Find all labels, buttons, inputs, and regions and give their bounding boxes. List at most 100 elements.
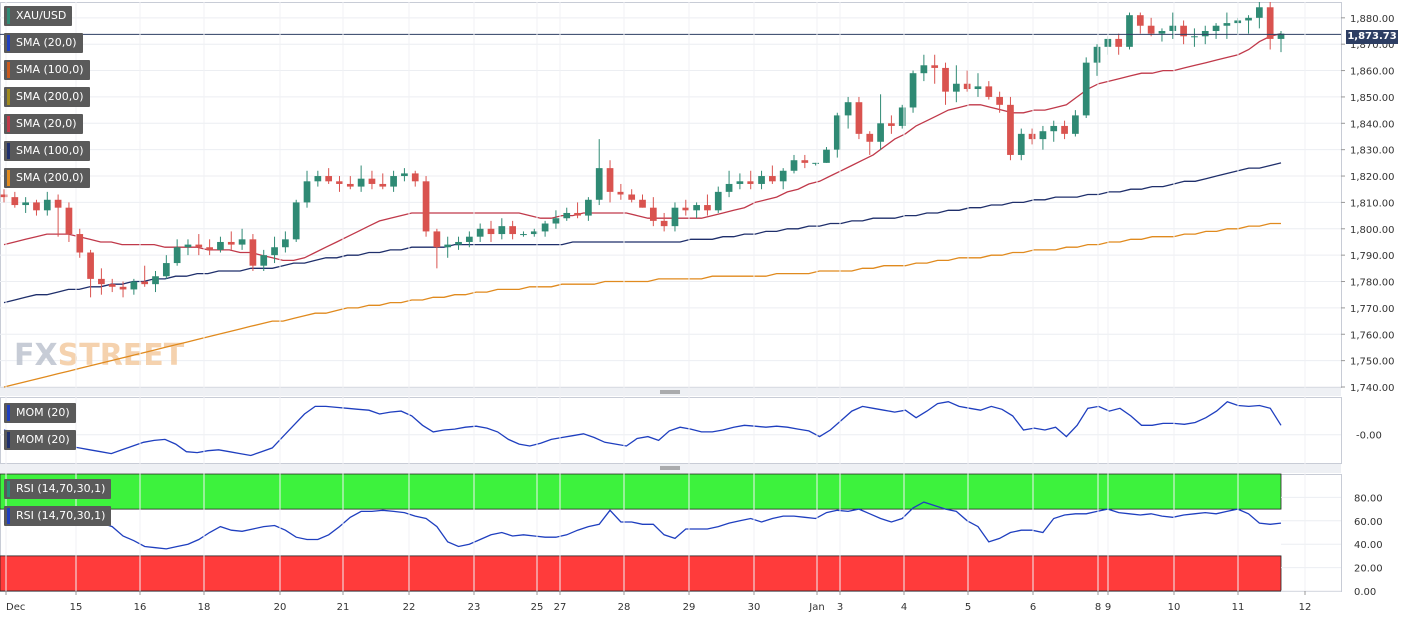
candle (509, 220, 516, 240)
main-y-tick-label: 1,770.00 (1350, 304, 1395, 315)
candle (444, 236, 452, 258)
candle-body (1245, 17, 1252, 21)
candle (303, 170, 311, 208)
legend-sma-100-b[interactable]: SMA (100,0) (4, 141, 90, 161)
main-y-tick-label: 1,860.00 (1350, 67, 1395, 78)
x-tick-label: 3 (837, 602, 843, 613)
x-tick-label: 30 (748, 602, 761, 613)
candle-body (1212, 25, 1220, 32)
candle (173, 239, 181, 266)
sma-200-line (3, 222, 1281, 388)
candle-body (714, 191, 722, 211)
legend-sma-20-a-label: SMA (20,0) (16, 36, 77, 49)
candle (1050, 120, 1058, 142)
candle-body (455, 241, 462, 245)
legend-mom-a[interactable]: MOM (20) (4, 403, 76, 423)
candle-body (1126, 15, 1133, 47)
candle (379, 173, 387, 190)
main-y-tick-label: 1,810.00 (1350, 198, 1395, 209)
candle (985, 81, 993, 100)
main-y-tick-label: 1,750.00 (1350, 357, 1395, 368)
candle-body (98, 278, 105, 285)
candle-body (217, 241, 224, 250)
candle-body (855, 102, 863, 134)
candle-body (206, 247, 213, 250)
last-price-tag: 1,873.73 (1346, 30, 1398, 44)
main-y-tick-label: 1,850.00 (1350, 93, 1395, 104)
candle-body (898, 107, 906, 126)
candle (184, 239, 192, 256)
candle (844, 96, 852, 129)
candle-body (368, 178, 376, 184)
candle (162, 255, 170, 279)
legend-rsi-a[interactable]: RSI (14,70,30,1) (4, 479, 112, 499)
candle-body (509, 226, 516, 235)
candle-body (238, 239, 246, 245)
candle (833, 112, 841, 158)
legend-symbol[interactable]: XAU/USD (4, 6, 73, 26)
candle-body (119, 286, 127, 290)
candle-body (617, 191, 625, 195)
legend-sma-100-b-swatch (7, 143, 10, 159)
legend-mom-b[interactable]: MOM (20) (4, 430, 76, 450)
candle (682, 199, 690, 216)
candle-body (758, 176, 765, 184)
candle-body (465, 236, 473, 242)
candle (325, 168, 333, 184)
legend-sma-20-b[interactable]: SMA (20,0) (4, 114, 83, 134)
rsi-y-tick-label: 0.00 (1354, 587, 1376, 598)
candle (0, 189, 8, 203)
candle (758, 170, 765, 190)
x-tick-label: 15 (70, 602, 83, 613)
candle-body (1223, 23, 1231, 26)
candle-body (844, 102, 852, 116)
main-y-tick-label: 1,800.00 (1350, 225, 1395, 236)
candle (563, 207, 571, 221)
candle-body (585, 199, 592, 216)
legend-sma-200-a-swatch (7, 89, 10, 105)
candle-body (963, 83, 971, 90)
legend-sma-20-b-swatch (7, 116, 10, 132)
legend-sma-100-a-swatch (7, 62, 10, 78)
main-y-tick-label: 1,820.00 (1350, 172, 1395, 183)
candle (206, 239, 213, 256)
x-tick-label: Jan (808, 602, 824, 613)
candle-body (952, 83, 960, 92)
candle-body (87, 252, 94, 279)
candle (595, 139, 603, 206)
candle (585, 197, 592, 221)
legend-sma-100-a[interactable]: SMA (100,0) (4, 60, 90, 80)
candle (87, 249, 94, 298)
candle-body (888, 123, 895, 126)
candle (260, 249, 268, 271)
candle-body (1072, 115, 1079, 134)
candle-body (563, 212, 571, 219)
candle-body (823, 149, 830, 163)
legend-sma-200-a[interactable]: SMA (200,0) (4, 87, 90, 107)
candle (769, 165, 776, 184)
candle (660, 212, 668, 232)
legend-mom-b-swatch (7, 432, 10, 448)
rsi-y-tick-label: 40.00 (1354, 540, 1383, 551)
candle (812, 162, 820, 166)
main-y-tick-label: 1,830.00 (1350, 146, 1395, 157)
legend-rsi-b[interactable]: RSI (14,70,30,1) (4, 506, 112, 526)
candle (141, 265, 149, 287)
x-tick-label: 29 (683, 602, 696, 613)
candle-body (1061, 125, 1068, 134)
candle (942, 62, 949, 105)
candle (1017, 128, 1025, 161)
candle (433, 228, 441, 269)
main-y-tick-label: 1,870.00 (1350, 40, 1395, 51)
x-tick-label: 27 (554, 602, 567, 613)
sma-20-line (3, 32, 1282, 262)
candle (617, 183, 625, 200)
candle (357, 165, 365, 192)
legend-sma-200-b[interactable]: SMA (200,0) (4, 168, 90, 188)
candle (1039, 125, 1047, 150)
x-tick-label: 25 (531, 602, 544, 613)
candle (996, 91, 1003, 113)
candle (11, 191, 19, 208)
candle (671, 202, 679, 232)
legend-sma-20-a[interactable]: SMA (20,0) (4, 33, 83, 53)
